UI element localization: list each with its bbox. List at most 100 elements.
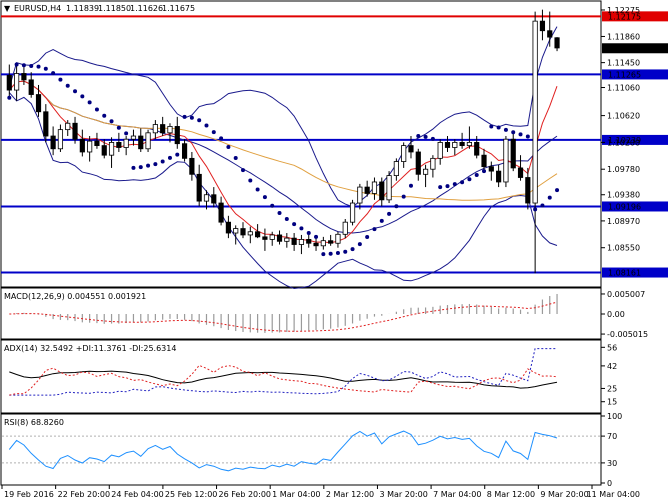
sar-dot	[474, 173, 479, 178]
sar-dot	[262, 195, 267, 200]
time-tick-label: 22 Feb 20:00	[58, 490, 110, 499]
price-tick-label: 1.11450	[607, 59, 640, 68]
candle-body	[459, 142, 465, 146]
rsi-panel-label: RSI(8) 68.8260	[4, 418, 64, 427]
sar-dot	[102, 113, 107, 118]
adx-minus-di-line	[9, 364, 558, 396]
sar-dot	[58, 77, 63, 82]
candle-body	[335, 233, 341, 244]
sar-dot	[357, 242, 362, 247]
sar-dot	[299, 226, 304, 231]
candle-body	[488, 166, 494, 172]
candle-body	[79, 138, 85, 153]
sar-dot	[365, 234, 370, 239]
price-axis: 1.12275 1.11860 1.11450 1.11060 1.10620 1.102…	[601, 6, 640, 253]
candle-body	[101, 145, 107, 156]
candle-body	[328, 240, 334, 244]
candle-body	[291, 237, 297, 245]
sub-panel-axes: 0.005007 0.00 -0.005015 56 42 25 15 100 70 30 0	[601, 290, 648, 488]
rsi-line	[8, 430, 558, 472]
candle-body	[108, 142, 115, 156]
candle-body	[276, 234, 283, 242]
sar-dot	[284, 217, 289, 222]
sar-dot	[87, 100, 92, 105]
candle-body	[152, 124, 158, 134]
candle-body	[517, 167, 524, 178]
sar-dot	[226, 145, 231, 150]
time-tick-label: 25 Feb 12:00	[165, 490, 217, 499]
time-tick-label: 19 Feb 2016	[4, 490, 54, 499]
time-tick-label: 1 Mar 04:00	[272, 490, 320, 499]
sar-dot	[430, 136, 435, 141]
bollinger-bands	[8, 26, 558, 290]
sar-dot	[460, 180, 465, 185]
sub-tick-label: 42	[607, 362, 617, 371]
time-tick-label: 9 Mar 20:00	[540, 490, 588, 499]
sar-dot	[255, 187, 260, 192]
candle-body	[364, 186, 370, 194]
candle-body	[371, 181, 378, 194]
level-tag	[602, 69, 668, 80]
sar-dot	[496, 125, 501, 130]
last-price-tag	[602, 43, 668, 54]
sar-dot	[219, 136, 224, 141]
sar-dot	[343, 249, 348, 254]
time-tick-label: 8 Mar 12:00	[487, 490, 535, 499]
sar-dot	[511, 130, 516, 135]
sar-dot	[131, 165, 136, 170]
moving-average-slow-line	[8, 80, 558, 201]
sar-dot	[211, 130, 216, 135]
ohlc-open: 1.11839	[66, 4, 99, 13]
sar-dot	[401, 194, 406, 199]
candle-body	[452, 142, 458, 148]
sub-tick-label: 0	[607, 479, 612, 488]
candle-body	[145, 132, 151, 150]
time-tick-label: 2 Mar 12:00	[326, 490, 374, 499]
candle-body	[306, 239, 312, 244]
sar-dot	[160, 159, 165, 164]
rsi-panel-frame	[0, 413, 602, 486]
sar-dot	[7, 95, 12, 100]
time-tick-label: 7 Mar 04:00	[433, 490, 481, 499]
price-tick-label: 1.11860	[607, 32, 640, 41]
sar-dot	[408, 183, 413, 188]
candle-body	[481, 154, 487, 168]
sar-dot	[248, 178, 253, 183]
candle-body	[342, 221, 348, 235]
sar-dot	[547, 195, 552, 200]
candle-body	[379, 181, 385, 201]
sar-dot	[80, 94, 85, 99]
sar-dot	[21, 63, 26, 68]
candle-body	[43, 111, 49, 137]
candle-body	[393, 161, 399, 176]
sar-dot	[109, 119, 114, 124]
time-tick-label: 26 Feb 20:00	[219, 490, 271, 499]
sar-dot	[153, 162, 158, 167]
sar-dot	[540, 203, 545, 208]
sar-dot	[51, 71, 56, 76]
collapse-triangle-icon[interactable]: ▼	[4, 4, 11, 13]
candle-body	[474, 142, 480, 156]
candle-body	[532, 20, 538, 204]
candle-body	[298, 239, 305, 245]
level-tag	[602, 134, 668, 145]
candle-body	[525, 177, 531, 204]
level-label: 1.10239	[608, 136, 641, 145]
candle-body	[14, 73, 20, 91]
candle-body	[35, 94, 42, 113]
sar-dot	[423, 134, 428, 139]
sub-tick-label: 0.005007	[607, 290, 645, 299]
sar-dot	[503, 127, 508, 132]
candle-body	[218, 202, 224, 223]
candle-body	[189, 157, 195, 175]
adx-plus-di-line	[9, 348, 557, 396]
sar-dot	[175, 152, 180, 157]
price-tick-label: 1.10620	[607, 112, 640, 121]
sar-dot	[241, 168, 246, 173]
adx-main-line	[9, 370, 558, 389]
candle-body	[87, 140, 93, 153]
sar-dot	[65, 83, 70, 88]
candle-body	[496, 170, 502, 183]
